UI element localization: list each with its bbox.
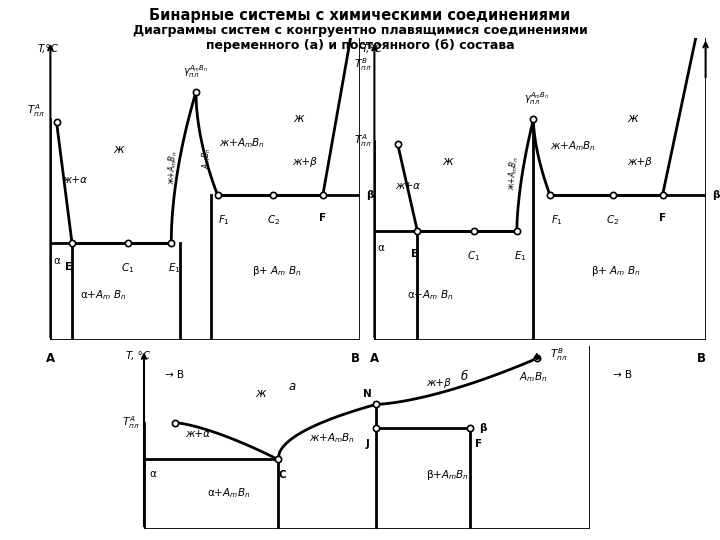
Text: переменного (а) и постоянного (б) состава: переменного (а) и постоянного (б) состав… [206, 39, 514, 52]
Text: ж+$A_mB_n$: ж+$A_mB_n$ [166, 151, 180, 185]
Text: α+$A_mB_n$: α+$A_mB_n$ [207, 486, 251, 500]
Text: $T^A_{пл}$: $T^A_{пл}$ [27, 103, 44, 119]
Text: α+$A_m\ B_n$: α+$A_m\ B_n$ [408, 288, 454, 302]
Text: $C_2$: $C_2$ [267, 213, 280, 227]
Text: ж: ж [255, 387, 266, 400]
Text: β: β [712, 190, 720, 200]
Text: ж+β: ж+β [426, 378, 451, 388]
Text: B: B [697, 352, 706, 365]
Text: $T^B_{пл}$: $T^B_{пл}$ [354, 57, 371, 73]
Text: → B: → B [165, 370, 184, 381]
Text: ж: ж [442, 155, 453, 168]
Text: α: α [377, 244, 384, 253]
Text: ж+α: ж+α [63, 175, 88, 185]
Text: → B: → B [613, 370, 632, 381]
Text: Диаграммы систем с конгруентно плавящимися соединениями: Диаграммы систем с конгруентно плавящими… [132, 24, 588, 37]
Text: а: а [288, 380, 295, 393]
Text: $T^A_{пл}$: $T^A_{пл}$ [122, 414, 140, 431]
Text: $F_1$: $F_1$ [551, 213, 562, 227]
Text: ж+$A_mB_n$: ж+$A_mB_n$ [550, 140, 596, 153]
Text: $T^B_{пл}$: $T^B_{пл}$ [719, 38, 720, 55]
Text: ж+$A_mB_n$: ж+$A_mB_n$ [308, 431, 354, 445]
Text: ж+α: ж+α [185, 429, 210, 440]
Text: $C_1$: $C_1$ [121, 261, 135, 275]
Text: J: J [365, 439, 369, 449]
Text: A: A [46, 352, 55, 365]
Text: $E_1$: $E_1$ [168, 261, 181, 275]
Text: α: α [53, 255, 60, 266]
Text: ж: ж [293, 112, 303, 125]
Text: β+$A_mB_n$: β+$A_mB_n$ [426, 468, 469, 482]
Text: $F_1$: $F_1$ [217, 213, 230, 227]
Text: Бинарные системы с химическими соединениями: Бинарные системы с химическими соединени… [149, 8, 571, 23]
Text: ж: ж [113, 143, 124, 156]
Text: T, °С: T, °С [126, 351, 150, 361]
Text: $T^B_{пл}$: $T^B_{пл}$ [550, 346, 568, 363]
Text: $A_mB_n$: $A_mB_n$ [519, 370, 547, 384]
Text: A: A [370, 352, 379, 365]
Text: F: F [475, 439, 482, 449]
Text: T,°С: T,°С [361, 44, 382, 54]
Text: ж: ж [627, 112, 638, 125]
Text: N: N [363, 389, 372, 399]
Text: α+$A_m\ B_n$: α+$A_m\ B_n$ [80, 288, 126, 302]
Text: β: β [366, 190, 374, 200]
Text: β+$\ A_m\ B_n$: β+$\ A_m\ B_n$ [591, 264, 641, 278]
Text: ж+α: ж+α [395, 181, 420, 191]
Text: б: б [460, 370, 467, 383]
Text: T,°С: T,°С [38, 44, 59, 54]
Text: $A_mB_n$: $A_mB_n$ [200, 148, 213, 170]
Text: B: B [351, 352, 360, 365]
Text: ж+β: ж+β [627, 157, 652, 167]
Text: $E_1$: $E_1$ [514, 249, 526, 264]
Text: ж+$A_mB_n$: ж+$A_mB_n$ [220, 137, 266, 151]
Text: $\gamma^{A_mB_n}_{пл}$: $\gamma^{A_mB_n}_{пл}$ [184, 63, 209, 80]
Text: F: F [659, 213, 666, 223]
Text: C: C [279, 470, 286, 481]
Text: β: β [479, 423, 486, 433]
Text: β+$\ A_m\ B_n$: β+$\ A_m\ B_n$ [251, 264, 301, 278]
Text: $C_2$: $C_2$ [606, 213, 619, 227]
Text: E: E [410, 249, 418, 260]
Text: $T^A_{пл}$: $T^A_{пл}$ [354, 132, 371, 149]
Text: $\gamma^{A_mB_n}_{пл}$: $\gamma^{A_mB_n}_{пл}$ [524, 91, 549, 107]
Text: ж+β: ж+β [292, 157, 317, 167]
Text: ж+$A_mB_n$: ж+$A_mB_n$ [505, 156, 521, 192]
Text: $C_1$: $C_1$ [467, 249, 480, 264]
Text: F: F [319, 213, 326, 223]
Text: E: E [66, 261, 73, 272]
Text: α: α [150, 469, 156, 478]
